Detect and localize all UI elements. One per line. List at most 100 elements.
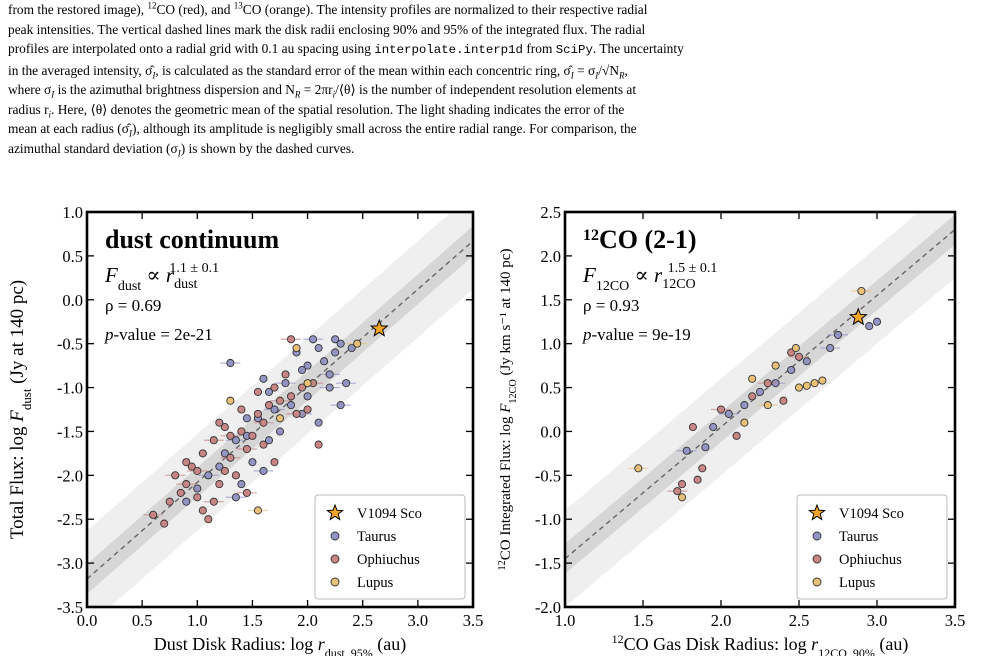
- data-point: [303, 361, 312, 370]
- label-part: dust: [118, 279, 141, 294]
- plot-frame: [563, 210, 957, 609]
- y-tick-label: -3.0: [57, 554, 83, 573]
- caption-text: /√N: [598, 62, 619, 78]
- v1094-sco-star: [369, 318, 389, 337]
- data-point: [253, 506, 262, 515]
- y-tick-label: 2.0: [540, 247, 561, 266]
- plot-area: [87, 212, 473, 607]
- data-point: [748, 374, 757, 383]
- data-point: [198, 449, 207, 458]
- label-part: CO Gas Disk Radius: log: [624, 634, 812, 654]
- legend-marker: [812, 531, 822, 541]
- caption-text: azimuthal standard deviation (σ: [8, 140, 178, 156]
- relation-label: F12CO ∝ r12CO1.5 ± 0.1: [582, 261, 717, 294]
- data-point: [171, 471, 180, 480]
- data-point: [237, 480, 246, 489]
- data-point: [248, 458, 257, 467]
- y-tick-label: 2.5: [540, 203, 561, 222]
- x-axis-label: Dust Disk Radius: log rdust, 95% (au): [154, 634, 407, 656]
- data-point: [226, 396, 235, 405]
- caption-text: from the restored image),: [8, 2, 148, 17]
- x-tick-label: 1.5: [242, 611, 263, 630]
- data-point: [331, 335, 340, 344]
- y-axis-label: 12CO Integrated Flux: log F12CO (Jy km s…: [497, 249, 519, 571]
- label-part: 12CO: [508, 379, 519, 403]
- chart-title: 12CO (2-1): [583, 225, 696, 254]
- data-point: [314, 344, 323, 353]
- data-point: [748, 392, 757, 401]
- y-tick-label: 0.5: [62, 247, 83, 266]
- x-tick-label: 0.5: [132, 611, 153, 630]
- data-point: [303, 392, 312, 401]
- data-point: [231, 471, 240, 480]
- label-part: Dust Disk Radius: log: [154, 634, 318, 654]
- caption-text: ) is shown by the dashed curves.: [180, 140, 355, 156]
- label-part: 12CO: [596, 279, 629, 294]
- data-point: [701, 443, 710, 452]
- data-point: [242, 444, 251, 454]
- data-point: [253, 387, 262, 396]
- y-tick-label: 1.0: [62, 203, 83, 222]
- y-tick-label: 0.0: [62, 291, 83, 310]
- caption-text: /⟨θ⟩ is the number of independent resolu…: [335, 82, 637, 97]
- data-point: [292, 344, 301, 353]
- legend-box: [314, 494, 466, 600]
- caption-text: i: [332, 89, 336, 100]
- data-point: [303, 405, 312, 414]
- data-point: [215, 462, 224, 471]
- legend-label: Ophiuchus: [357, 552, 420, 568]
- data-point: [331, 348, 340, 357]
- data-point: [242, 488, 251, 497]
- data-point: [818, 376, 827, 385]
- caption-text: , is calculated as the standard error of…: [155, 62, 571, 78]
- caption-line: in the averaged intensity, σ̂I, is calcu…: [8, 61, 976, 81]
- data-point: [833, 330, 843, 339]
- y-tick-label: -2.5: [57, 510, 83, 529]
- legend-marker: [330, 531, 340, 541]
- legend-label: V1094 Sco: [839, 506, 904, 522]
- label-part: r: [811, 634, 819, 654]
- caption-text: I: [51, 89, 55, 100]
- data-point: [763, 401, 772, 410]
- x-tick-label: 2.0: [711, 611, 732, 630]
- data-point: [342, 379, 351, 388]
- data-point: [787, 365, 796, 375]
- x-tick-label: 2.5: [352, 611, 373, 630]
- data-point: [826, 344, 835, 353]
- data-point: [634, 464, 643, 473]
- data-point: [204, 471, 213, 480]
- data-point: [193, 466, 202, 475]
- label-part: 1.5 ± 0.1: [668, 261, 718, 276]
- legend-marker: [812, 554, 822, 564]
- legend-label: Taurus: [839, 529, 879, 545]
- caption-text: ), although its amplitude is negligibly …: [131, 121, 637, 136]
- data-point: [682, 446, 691, 455]
- data-point: [709, 423, 718, 432]
- rho-label: ρ = 0.69: [105, 296, 161, 315]
- data-point: [220, 449, 229, 458]
- data-point: [176, 488, 185, 497]
- caption-text: mean at each radius (σ̂: [8, 121, 129, 136]
- legend-label: Lupus: [357, 575, 394, 591]
- legend-label: Taurus: [357, 529, 397, 545]
- label-part: 12CO, 90%: [818, 646, 875, 656]
- data-point: [231, 493, 240, 502]
- data-point: [226, 453, 235, 462]
- label-part: r: [318, 634, 326, 654]
- data-point: [165, 497, 174, 506]
- chart-title: dust continuum: [105, 225, 279, 254]
- caption-text: i: [48, 109, 52, 119]
- label-part: 12: [612, 632, 624, 646]
- label-part: dust continuum: [105, 225, 279, 254]
- label-part: (au): [373, 634, 406, 655]
- y-tick-label: -0.5: [535, 466, 561, 485]
- x-tick-label: 1.0: [187, 611, 208, 630]
- caption-text: where σ: [8, 82, 52, 97]
- x-tick-label: 3.5: [463, 611, 484, 630]
- data-point: [275, 414, 285, 423]
- y-axis-label: Total Flux: log Fdust (Jy at 140 pc): [7, 280, 34, 539]
- data-point: [314, 418, 323, 427]
- caption-text: I: [128, 128, 132, 139]
- caption-line: profiles are interpolated onto a radial …: [8, 39, 976, 61]
- legend-label: Lupus: [839, 575, 876, 591]
